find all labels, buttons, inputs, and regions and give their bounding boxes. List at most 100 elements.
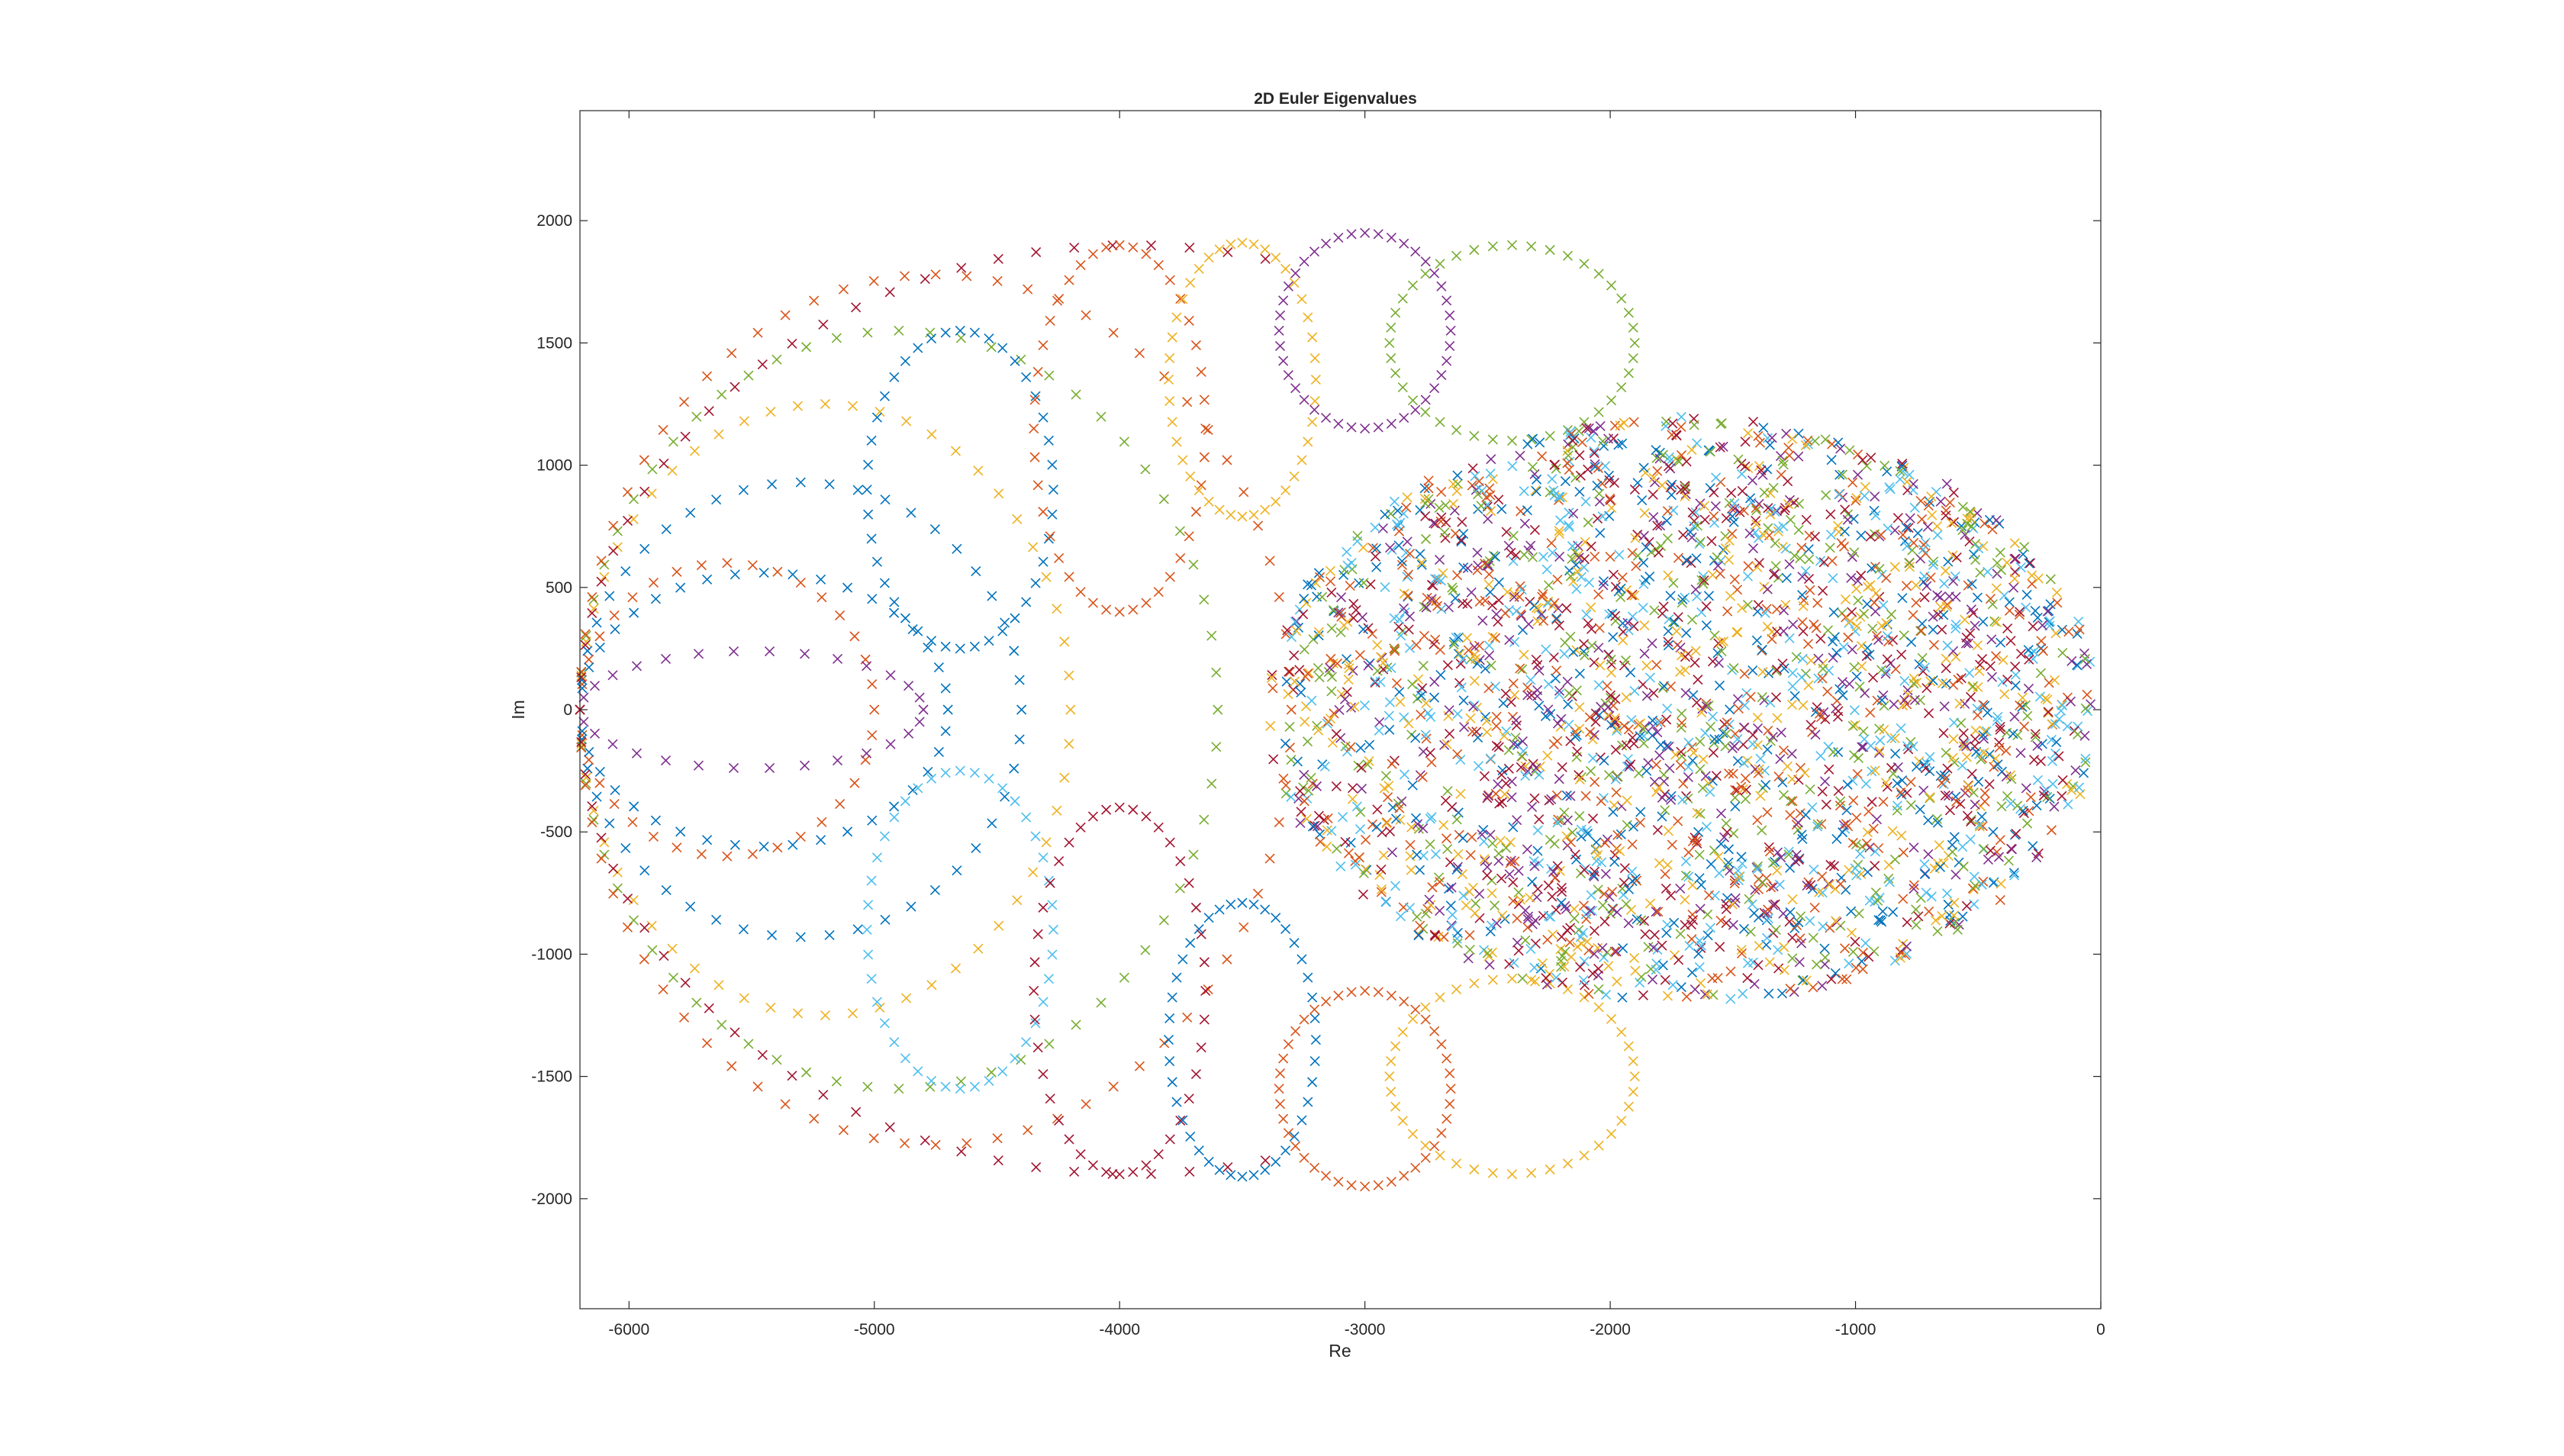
eigenvalue-point — [1548, 739, 1559, 749]
eigenvalue-point — [1295, 678, 1306, 689]
eigenvalue-point — [1519, 549, 1529, 560]
eigenvalue-point — [1508, 530, 1519, 541]
eigenvalue-point — [832, 755, 843, 766]
eigenvalue-point — [1222, 455, 1232, 465]
eigenvalue-point — [1290, 268, 1301, 279]
eigenvalue-point — [1847, 644, 1857, 655]
eigenvalue-point — [1723, 844, 1735, 855]
eigenvalue-point — [1677, 594, 1688, 604]
eigenvalue-point — [1404, 548, 1416, 559]
eigenvalue-point — [1909, 502, 1920, 513]
eigenvalue-point — [1728, 662, 1739, 674]
eigenvalue-point — [1833, 785, 1844, 797]
eigenvalue-point — [1153, 259, 1164, 270]
eigenvalue-point — [1615, 846, 1625, 856]
eigenvalue-point — [1625, 904, 1637, 915]
eigenvalue-point — [1657, 811, 1667, 822]
eigenvalue-point — [1950, 623, 1961, 634]
eigenvalue-point — [1643, 758, 1654, 768]
eigenvalue-point — [1834, 489, 1844, 500]
eigenvalue-point — [1882, 654, 1892, 665]
eigenvalue-point — [1429, 1026, 1440, 1036]
eigenvalue-point — [1396, 556, 1407, 567]
eigenvalue-point — [1657, 792, 1667, 803]
eigenvalue-point — [1353, 760, 1364, 771]
eigenvalue-point — [639, 923, 650, 933]
eigenvalue-point — [1587, 753, 1599, 764]
eigenvalue-point — [1590, 551, 1600, 562]
eigenvalue-point — [726, 348, 737, 359]
eigenvalue-point — [1391, 519, 1403, 530]
eigenvalue-point — [1402, 572, 1412, 582]
eigenvalue-point — [581, 630, 591, 641]
eigenvalue-point — [1420, 511, 1431, 522]
eigenvalue-point — [1701, 601, 1712, 612]
eigenvalue-point — [1985, 661, 1995, 672]
eigenvalue-point — [1199, 814, 1210, 825]
eigenvalue-point — [1435, 1150, 1445, 1161]
eigenvalue-point — [1793, 428, 1804, 439]
eigenvalue-point — [1333, 418, 1344, 429]
eigenvalue-point — [1934, 840, 1944, 851]
eigenvalue-point — [1386, 232, 1396, 243]
eigenvalue-point — [1733, 875, 1744, 886]
eigenvalue-point — [667, 465, 678, 476]
eigenvalue-point — [1943, 899, 1954, 910]
eigenvalue-point — [1410, 404, 1421, 415]
eigenvalue-point — [1892, 805, 1902, 816]
eigenvalue-point — [1559, 649, 1570, 659]
eigenvalue-point — [1957, 501, 1968, 512]
eigenvalue-point — [1280, 263, 1291, 274]
eigenvalue-point — [2017, 701, 2028, 712]
eigenvalue-point — [1354, 649, 1365, 660]
eigenvalue-point — [842, 582, 853, 593]
eigenvalue-point — [1965, 506, 1976, 517]
eigenvalue-point — [1552, 718, 1564, 729]
eigenvalue-point — [1729, 574, 1740, 585]
eigenvalue-point — [1032, 480, 1043, 491]
eigenvalue-point — [608, 863, 619, 874]
eigenvalue-point — [1325, 714, 1336, 724]
eigenvalue-point — [1918, 759, 1930, 770]
eigenvalue-point — [2015, 748, 2026, 759]
eigenvalue-point — [801, 342, 812, 353]
eigenvalue-point — [1458, 833, 1468, 843]
eigenvalue-point — [730, 839, 740, 850]
eigenvalue-point — [1583, 577, 1595, 588]
eigenvalue-point — [1754, 558, 1765, 569]
eigenvalue-point — [1678, 530, 1689, 540]
eigenvalue-point — [2015, 700, 2025, 710]
eigenvalue-point — [2046, 734, 2057, 746]
eigenvalue-point — [1496, 504, 1507, 514]
eigenvalue-point — [1958, 728, 1969, 739]
eigenvalue-point — [1860, 938, 1871, 949]
eigenvalue-point — [1565, 923, 1576, 933]
eigenvalue-point — [1309, 1162, 1320, 1173]
eigenvalue-point — [1805, 655, 1816, 666]
eigenvalue-point — [1723, 857, 1734, 868]
eigenvalue-point — [984, 636, 994, 646]
eigenvalue-point — [1763, 503, 1773, 514]
eigenvalue-point — [1837, 677, 1848, 688]
eigenvalue-point — [1309, 395, 1320, 407]
eigenvalue-point — [1488, 550, 1499, 561]
eigenvalue-point — [1561, 790, 1572, 801]
eigenvalue-point — [1666, 890, 1677, 901]
eigenvalue-point — [1950, 869, 1961, 880]
eigenvalue-point — [1010, 356, 1020, 366]
eigenvalue-point — [1574, 449, 1585, 461]
eigenvalue-point — [1619, 878, 1629, 888]
eigenvalue-point — [1619, 863, 1630, 874]
eigenvalue-point — [1506, 547, 1516, 558]
eigenvalue-point — [730, 569, 740, 580]
eigenvalue-point — [926, 333, 937, 344]
eigenvalue-point — [1776, 988, 1788, 999]
eigenvalue-point — [1709, 487, 1719, 498]
eigenvalue-point — [1491, 918, 1502, 929]
eigenvalue-point — [1282, 625, 1293, 636]
eigenvalue-point — [1546, 794, 1557, 804]
eigenvalue-point — [1391, 678, 1403, 688]
eigenvalue-point — [1510, 550, 1522, 561]
eigenvalue-point — [940, 327, 951, 338]
eigenvalue-point — [1457, 868, 1468, 880]
